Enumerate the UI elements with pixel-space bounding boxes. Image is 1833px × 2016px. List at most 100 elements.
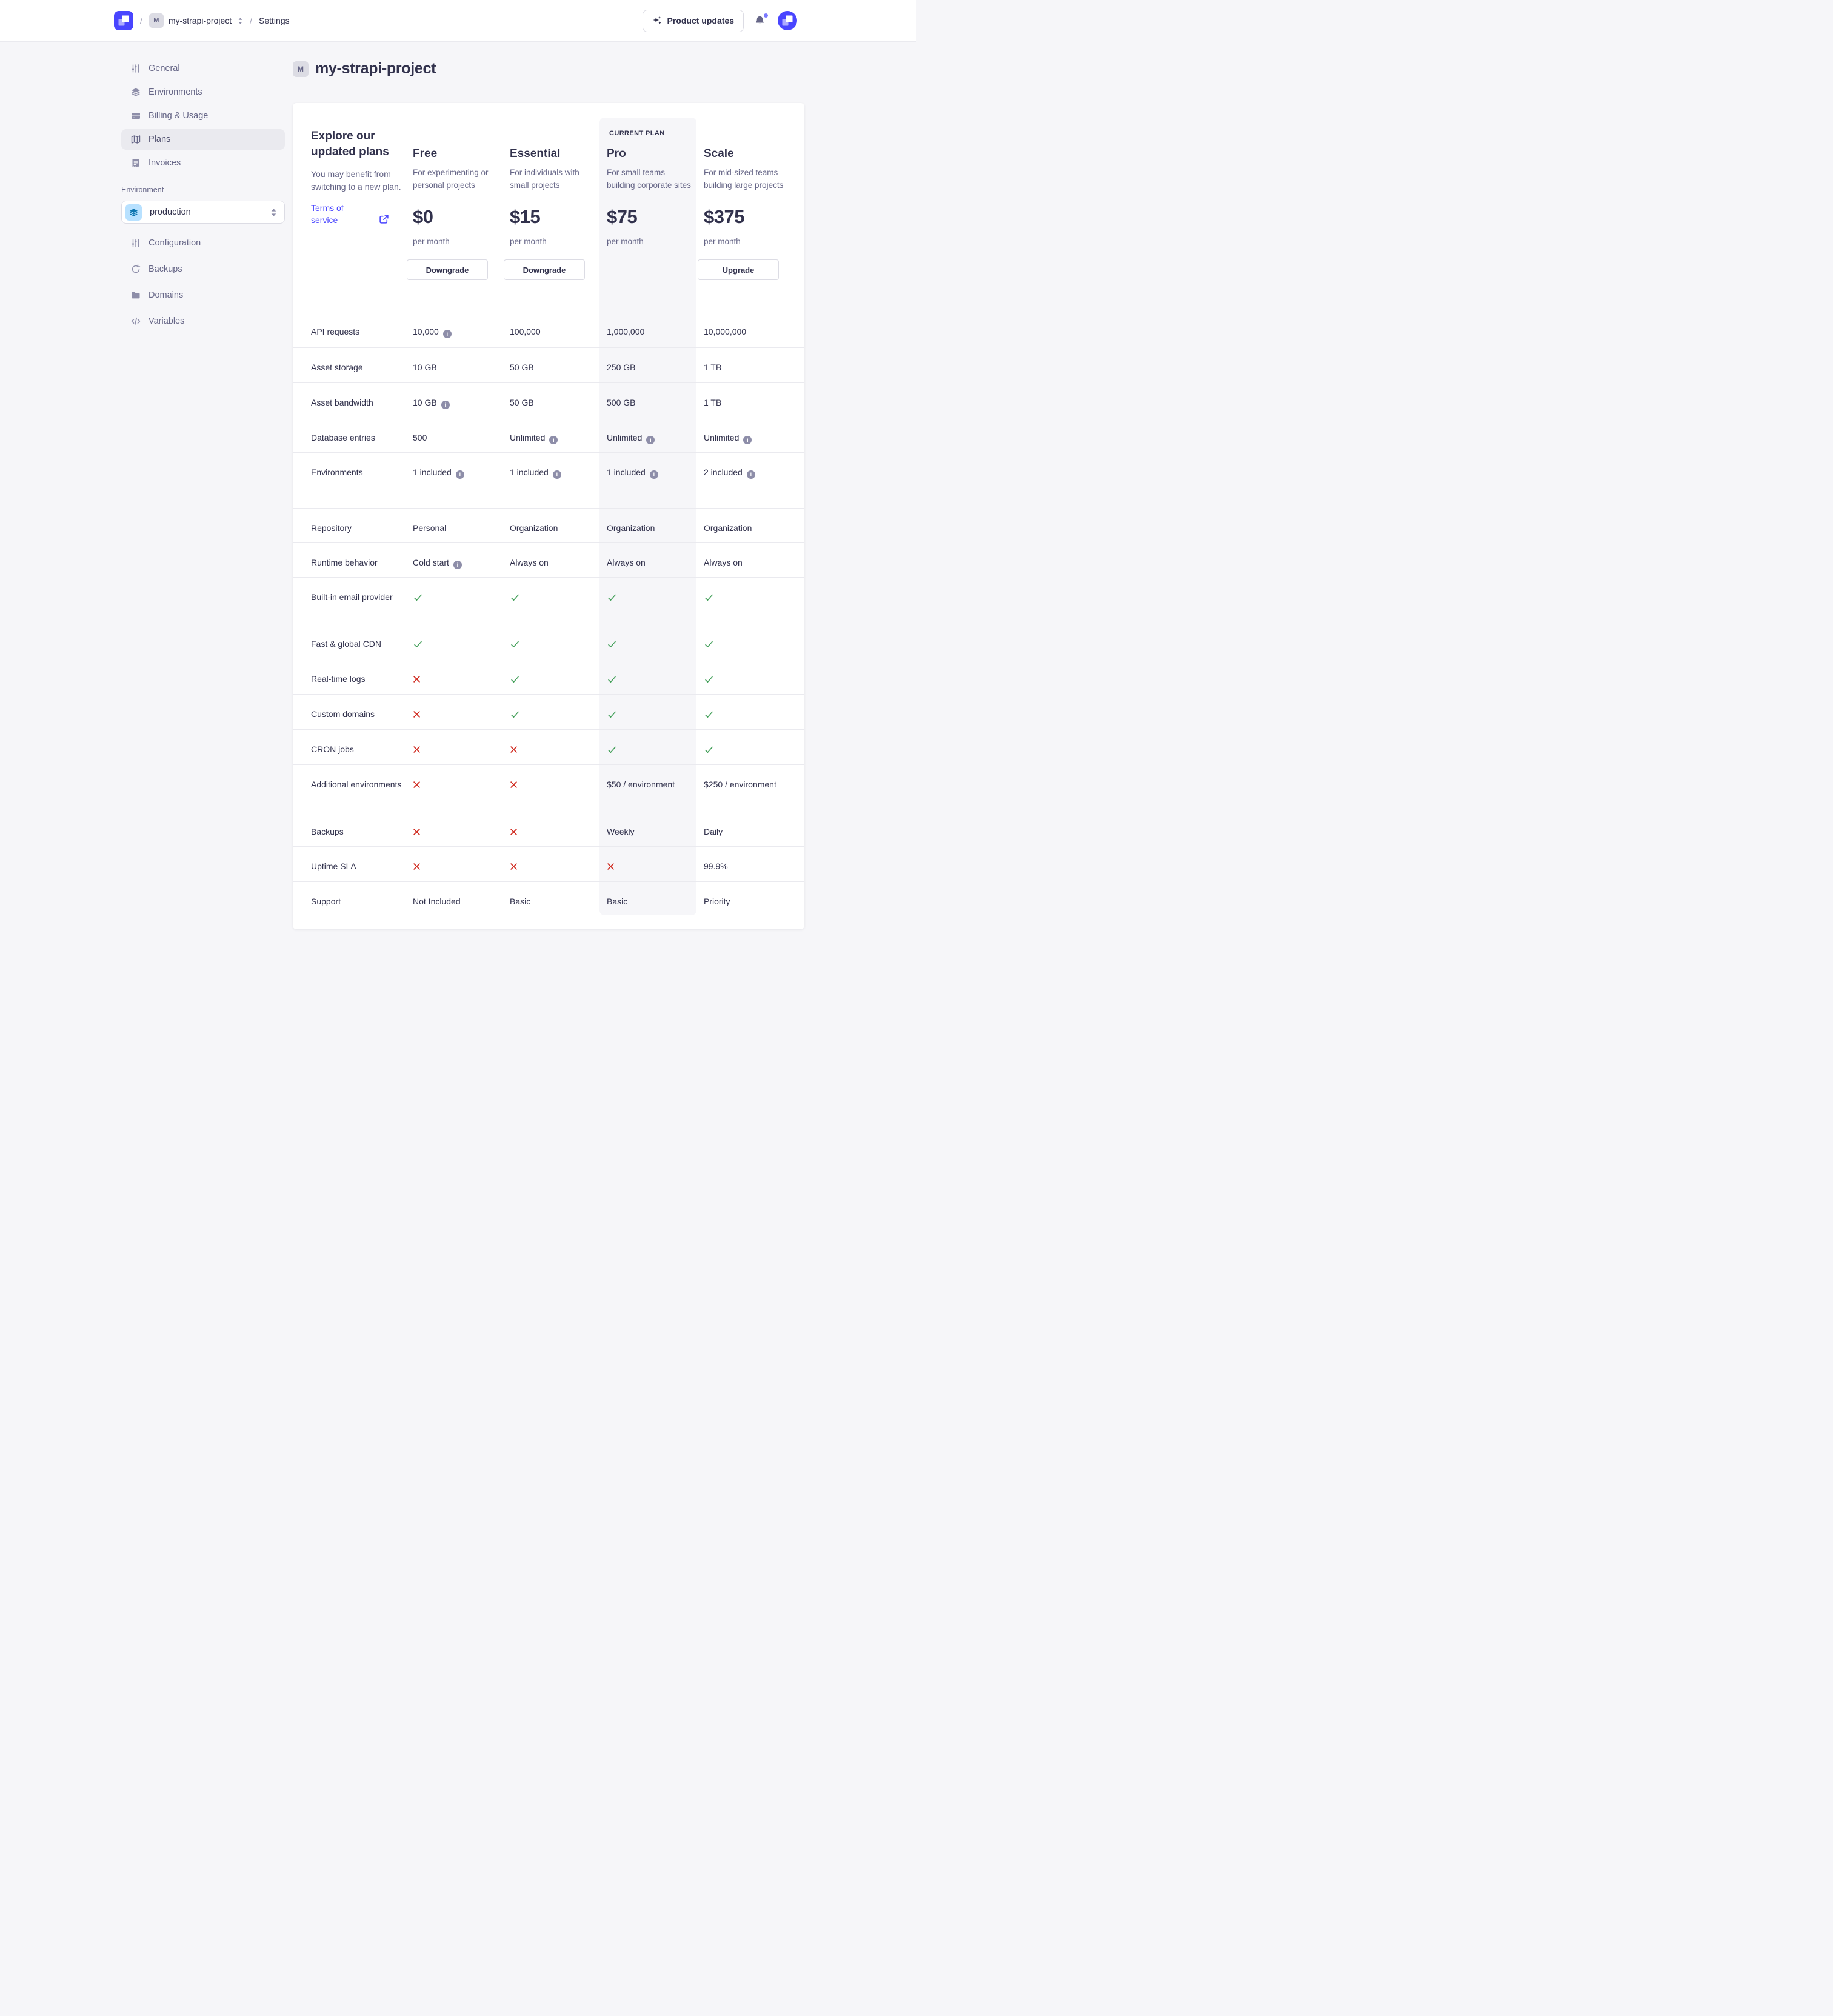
product-updates-label: Product updates [667, 16, 734, 25]
feature-value-text: 1,000,000 [607, 327, 645, 336]
table-row: Repository Personal Organization Organizati… [293, 508, 804, 542]
feature-value-text: 1 included [510, 467, 549, 477]
current-plan-badge: CURRENT PLAN [609, 130, 665, 137]
check-icon [607, 709, 617, 719]
user-avatar[interactable] [778, 11, 797, 30]
sidebar-item-general[interactable]: General [121, 58, 285, 79]
product-updates-button[interactable]: Product updates [642, 9, 744, 32]
check-icon [413, 639, 423, 649]
sidebar-item-label: General [149, 64, 180, 73]
bell-icon [754, 15, 766, 27]
table-row: CRON jobs [293, 729, 804, 764]
info-icon[interactable]: i [649, 470, 658, 479]
feature-label: Fast & global CDN [311, 639, 381, 649]
plan-column-essential: Essential For individuals with small proj… [502, 103, 599, 406]
info-icon[interactable]: i [743, 436, 752, 444]
check-icon [607, 592, 617, 602]
feature-value-text: 500 GB [607, 398, 636, 407]
info-icon[interactable]: i [549, 436, 558, 444]
table-row: Backups Weekly Daily [293, 812, 804, 846]
chevron-updown-icon [270, 208, 277, 217]
breadcrumb-project-name: my-strapi-project [168, 16, 232, 25]
plan-description: For mid-sized teams building large proje… [704, 168, 784, 190]
feature-value [406, 765, 502, 812]
feature-value-text: Personal [413, 523, 447, 533]
check-icon [510, 639, 520, 649]
info-icon[interactable]: i [455, 470, 464, 479]
check-icon [704, 744, 714, 755]
feature-value: 500 GB [599, 383, 696, 418]
info-icon[interactable]: i [746, 470, 755, 479]
sidebar-item-billing-usage[interactable]: Billing & Usage [121, 105, 285, 126]
feature-value: 10 GB [406, 348, 502, 382]
terms-of-service-link[interactable]: Terms of service [311, 203, 344, 225]
feature-label: Asset storage [311, 362, 363, 372]
table-row: Additional environments $50 / environment… [293, 764, 804, 812]
feature-value: 10 GB i [406, 383, 502, 418]
notifications-button[interactable] [754, 13, 768, 27]
info-icon[interactable]: i [646, 436, 655, 444]
cross-icon [413, 746, 421, 753]
feature-value [502, 730, 599, 764]
upgrade-button-scale[interactable]: Upgrade [698, 259, 779, 280]
check-icon [607, 639, 617, 649]
plan-column-pro: CURRENT PLAN Pro For small teams building … [599, 103, 696, 406]
plan-period: per month [413, 237, 450, 246]
breadcrumb-settings[interactable]: Settings [259, 16, 290, 25]
info-icon[interactable]: i [442, 330, 452, 338]
feature-value-text: Unlimited [607, 433, 643, 442]
downgrade-button-essential[interactable]: Downgrade [504, 259, 585, 280]
info-icon[interactable]: i [552, 470, 561, 479]
sidebar-item-environments[interactable]: Environments [121, 82, 285, 102]
feature-value-text: 1 included [413, 467, 452, 477]
strapi-glyph-icon [114, 11, 133, 30]
feature-value: 2 included i [696, 453, 793, 508]
feature-value-text: Always on [510, 558, 549, 567]
sidebar-item-domains[interactable]: Domains [121, 284, 285, 307]
feature-value: Unlimited i [599, 418, 696, 452]
feature-value-text: Daily [704, 827, 723, 836]
feature-value: 50 GB [502, 348, 599, 382]
feature-value [696, 624, 793, 659]
feature-value-text: 500 [413, 433, 427, 442]
cross-icon [413, 675, 421, 683]
sidebar-nav: General Environments Billing & Usage Plans I… [121, 58, 285, 173]
feature-value-text: Weekly [607, 827, 635, 836]
info-icon[interactable]: i [453, 561, 462, 569]
info-icon[interactable]: i [441, 401, 450, 409]
feature-value [406, 730, 502, 764]
feature-value-text: $250 / environment [704, 779, 776, 789]
sidebar-item-configuration[interactable]: Configuration [121, 232, 285, 255]
feature-value [502, 812, 599, 846]
breadcrumb-project-selector[interactable]: M my-strapi-project [149, 13, 243, 28]
plan-price: $75 [607, 206, 638, 227]
sidebar-item-plans[interactable]: Plans [121, 129, 285, 150]
sidebar-item-label: Invoices [149, 158, 181, 168]
strapi-glyph-icon [778, 11, 797, 30]
breadcrumb-separator: / [140, 16, 142, 25]
feature-label: Custom domains [311, 709, 375, 719]
plan-period: per month [607, 237, 644, 246]
table-row: Real-time logs [293, 659, 804, 694]
refresh-icon [131, 264, 141, 274]
feature-label: Repository [311, 523, 352, 533]
check-icon [704, 592, 714, 602]
feature-value-text: 99.9% [704, 861, 728, 871]
table-row: Support Not Included Basic Basic Priority [293, 881, 804, 930]
downgrade-button-free[interactable]: Downgrade [407, 259, 488, 280]
sidebar-item-backups[interactable]: Backups [121, 258, 285, 281]
sidebar-item-variables[interactable]: Variables [121, 310, 285, 333]
check-icon [413, 592, 423, 602]
feature-value [696, 659, 793, 694]
chevron-updown-icon [238, 17, 243, 25]
project-initial-badge: M [149, 13, 164, 28]
feature-value: Priority [696, 882, 793, 930]
sidebar-item-invoices[interactable]: Invoices [121, 153, 285, 173]
feature-label: Asset bandwidth [311, 398, 373, 407]
feature-label: Backups [311, 827, 344, 836]
plan-name: Essential [510, 147, 561, 160]
feature-value: Organization [599, 509, 696, 542]
environment-select[interactable]: production [121, 201, 285, 224]
feature-value: Unlimited i [502, 418, 599, 452]
strapi-logo[interactable] [114, 11, 133, 30]
